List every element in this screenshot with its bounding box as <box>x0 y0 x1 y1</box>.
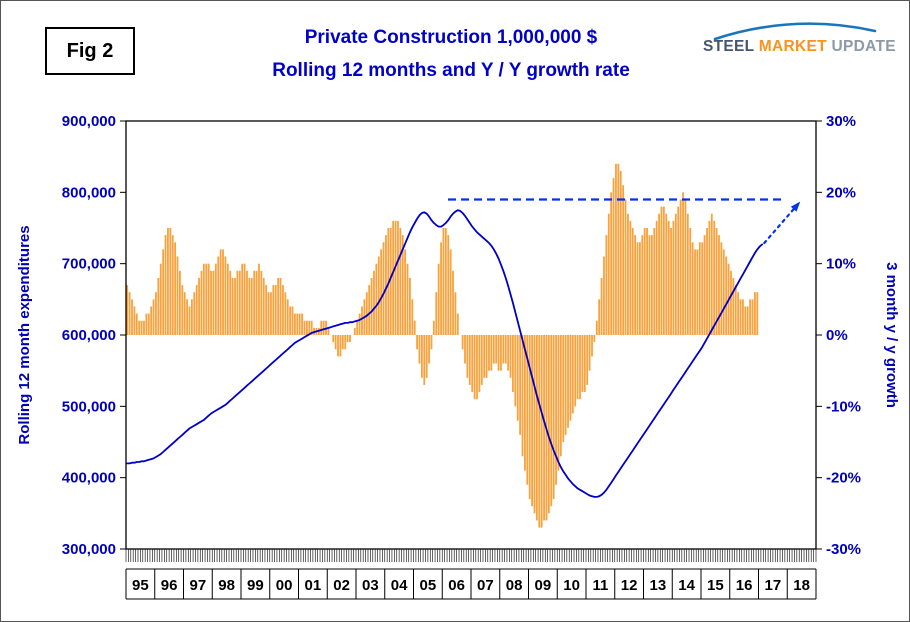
svg-text:15: 15 <box>707 577 724 594</box>
svg-text:-10%: -10% <box>826 398 861 415</box>
svg-text:04: 04 <box>391 577 408 594</box>
svg-text:30%: 30% <box>826 113 856 130</box>
svg-text:06: 06 <box>448 577 465 594</box>
svg-text:07: 07 <box>477 577 494 594</box>
logo-swoosh-icon <box>713 22 877 41</box>
chart-title: Private Construction 1,000,000 $ Rolling… <box>181 21 721 87</box>
annotations <box>448 198 802 245</box>
arrowhead-icon <box>790 201 801 212</box>
month-tick-comb <box>125 549 817 562</box>
svg-text:600,000: 600,000 <box>62 327 116 344</box>
svg-text:0%: 0% <box>826 327 848 344</box>
svg-text:16: 16 <box>736 577 753 594</box>
svg-text:18: 18 <box>793 577 810 594</box>
svg-text:17: 17 <box>765 577 782 594</box>
left-axis-title: Rolling 12 month expenditures <box>16 225 33 444</box>
fig-label: Fig 2 <box>66 39 114 62</box>
svg-text:95: 95 <box>132 577 149 594</box>
smu-logo: STEEL MARKET UPDATE <box>703 19 896 56</box>
forecast-dotted-arrow <box>763 200 802 245</box>
x-axis-year-labels: 95 96 97 98 99 00 01 02 03 04 05 06 07 08 09 10 11 12 13 14… <box>125 568 817 600</box>
svg-text:-30%: -30% <box>826 541 861 558</box>
svg-text:10%: 10% <box>826 256 856 273</box>
svg-text:13: 13 <box>650 577 667 594</box>
svg-text:300,000: 300,000 <box>62 541 116 558</box>
svg-text:14: 14 <box>678 577 695 594</box>
svg-text:-20%: -20% <box>826 470 861 487</box>
svg-text:11: 11 <box>592 577 608 594</box>
fig-label-box: Fig 2 <box>45 27 135 75</box>
axis-titles: Rolling 12 month expenditures 3 month y /… <box>16 225 900 444</box>
right-axis-title: 3 month y / y growth <box>883 262 900 408</box>
svg-text:00: 00 <box>276 577 293 594</box>
chart-title-line2: Rolling 12 months and Y / Y growth rate <box>272 60 630 81</box>
logo-word-market: MARKET <box>758 38 827 55</box>
svg-text:98: 98 <box>218 577 235 594</box>
growth-bars-series <box>126 163 759 528</box>
svg-text:02: 02 <box>333 577 350 594</box>
svg-text:08: 08 <box>506 577 523 594</box>
svg-text:97: 97 <box>190 577 207 594</box>
svg-text:10: 10 <box>563 577 580 594</box>
svg-text:03: 03 <box>362 577 379 594</box>
left-axis: 900,000 800,000 700,000 600,000 500,000 400,0… <box>62 113 126 558</box>
svg-text:900,000: 900,000 <box>62 113 116 130</box>
svg-text:20%: 20% <box>826 184 856 201</box>
expenditures-line-series <box>126 209 763 498</box>
svg-text:400,000: 400,000 <box>62 470 116 487</box>
logo-word-update: UPDATE <box>831 38 896 55</box>
svg-text:05: 05 <box>420 577 437 594</box>
right-axis: 30% 20% 10% 0% -10% -20% -30% <box>816 113 861 558</box>
chart-title-line1: Private Construction 1,000,000 $ <box>304 27 598 48</box>
logo-word-steel: STEEL <box>703 38 755 55</box>
svg-text:800,000: 800,000 <box>62 184 116 201</box>
svg-text:12: 12 <box>621 577 638 594</box>
logo-wordmark: STEEL MARKET UPDATE <box>703 38 896 56</box>
svg-text:99: 99 <box>247 577 264 594</box>
svg-text:09: 09 <box>535 577 552 594</box>
svg-text:700,000: 700,000 <box>62 256 116 273</box>
svg-text:500,000: 500,000 <box>62 398 116 415</box>
svg-text:96: 96 <box>161 577 178 594</box>
svg-text:01: 01 <box>305 577 322 594</box>
